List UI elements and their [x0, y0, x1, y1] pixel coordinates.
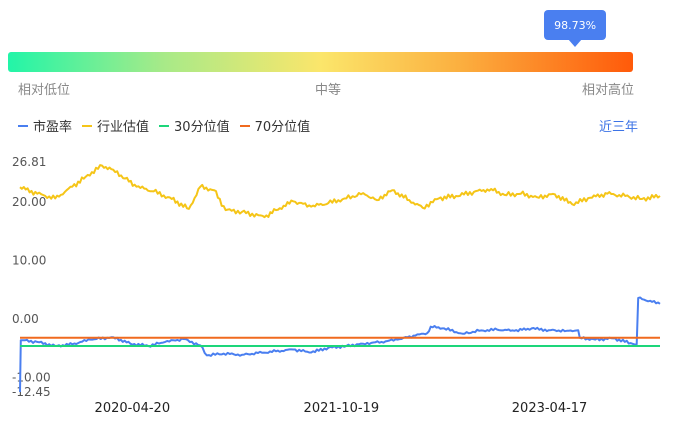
valuation-gauge-bar: [8, 52, 633, 72]
chart-legend: 市盈率 行业估值 30分位值 70分位值: [18, 116, 310, 135]
legend-swatch-pe: [18, 124, 28, 127]
y-tick-label: 26.81: [12, 155, 46, 169]
legend-item-pe[interactable]: 市盈率: [18, 116, 72, 135]
legend-item-industry[interactable]: 行业估值: [82, 116, 149, 135]
y-tick-label: -10.00: [12, 371, 51, 385]
scale-low-label: 相对低位: [18, 83, 71, 98]
legend-label-p30: 30分位值: [174, 120, 230, 135]
legend-swatch-p30: [159, 124, 170, 127]
range-three-years-button[interactable]: 近三年: [599, 120, 639, 135]
x-tick-label: 2023-04-17: [512, 401, 588, 416]
y-tick-label: -12.45: [12, 385, 51, 399]
legend-label-pe: 市盈率: [33, 120, 73, 135]
legend-label-industry: 行业估值: [97, 120, 150, 135]
scale-mid-label: 中等: [315, 83, 342, 98]
legend-swatch-industry: [82, 124, 93, 127]
legend-label-p70: 70分位值: [254, 120, 311, 135]
x-tick-label: 2021-10-19: [304, 401, 380, 416]
x-tick-label: 2020-04-20: [95, 401, 171, 416]
percentile-tooltip: 98.73%: [544, 10, 607, 47]
industry-valuation-line: [19, 164, 661, 219]
y-tick-label: 0.00: [12, 312, 39, 326]
pe-ratio-line: [19, 296, 661, 393]
y-tick-label: 10.00: [12, 253, 46, 267]
legend-swatch-p70: [239, 124, 250, 127]
y-tick-label: 20.00: [12, 195, 46, 209]
legend-item-p70[interactable]: 70分位值: [239, 116, 311, 135]
scale-high-label: 相对高位: [582, 83, 635, 98]
legend-item-p30[interactable]: 30分位值: [159, 116, 230, 135]
